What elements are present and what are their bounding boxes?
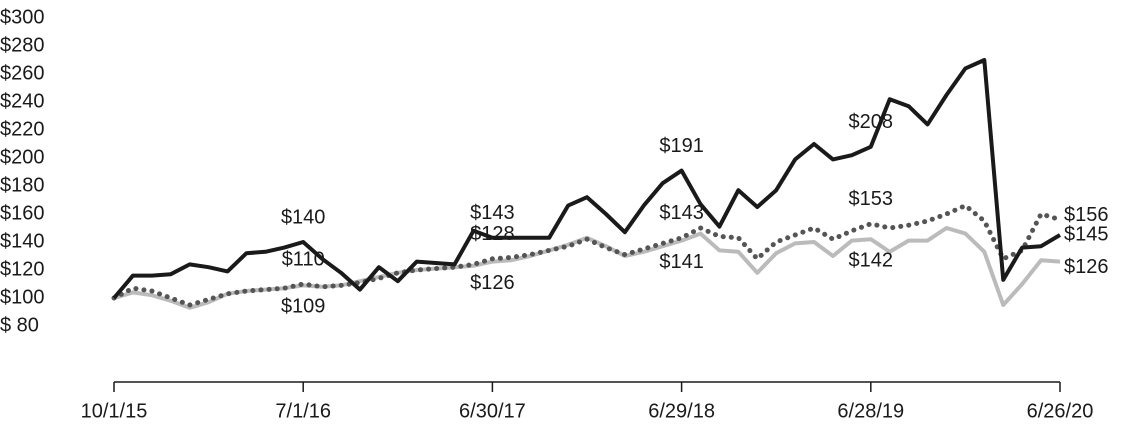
y-tick-label: $280 (0, 34, 45, 56)
y-tick-label: $220 (0, 118, 45, 140)
series-line (111, 203, 1063, 308)
data-label: $142 (849, 249, 894, 271)
y-tick-label: $300 (0, 6, 45, 28)
data-label: $153 (849, 188, 894, 210)
y-tick-label: $180 (0, 174, 45, 196)
data-label: $145 (1064, 223, 1109, 245)
data-label: $110 (282, 248, 325, 270)
data-label: $191 (659, 135, 704, 157)
y-tick-label: $ 80 (0, 314, 39, 336)
y-tick-label: $200 (0, 146, 45, 168)
y-tick-label: $260 (0, 62, 45, 84)
x-tick-label: 7/1/16 (275, 400, 331, 422)
y-tick-label: $100 (0, 286, 45, 308)
data-label: $126 (470, 272, 515, 294)
data-label: $143 (659, 202, 704, 224)
x-tick-label: 6/29/18 (648, 400, 715, 422)
data-label: $143 (470, 202, 515, 224)
data-label: $208 (849, 111, 894, 133)
x-tick-label: 10/1/15 (81, 400, 148, 422)
x-tick-label: 6/30/17 (459, 400, 526, 422)
data-label: $156 (1064, 204, 1109, 226)
y-tick-label: $120 (0, 258, 45, 280)
x-tick-label: 6/28/19 (837, 400, 904, 422)
y-tick-label: $160 (0, 202, 45, 224)
data-label: $140 (281, 206, 326, 228)
x-tick-label: 6/26/20 (1027, 400, 1094, 422)
data-label: $141 (659, 251, 704, 273)
data-label: $109 (281, 296, 326, 318)
y-tick-label: $140 (0, 230, 45, 252)
data-label: $126 (1064, 256, 1109, 278)
y-tick-label: $240 (0, 90, 45, 112)
series-line (112, 58, 1062, 300)
